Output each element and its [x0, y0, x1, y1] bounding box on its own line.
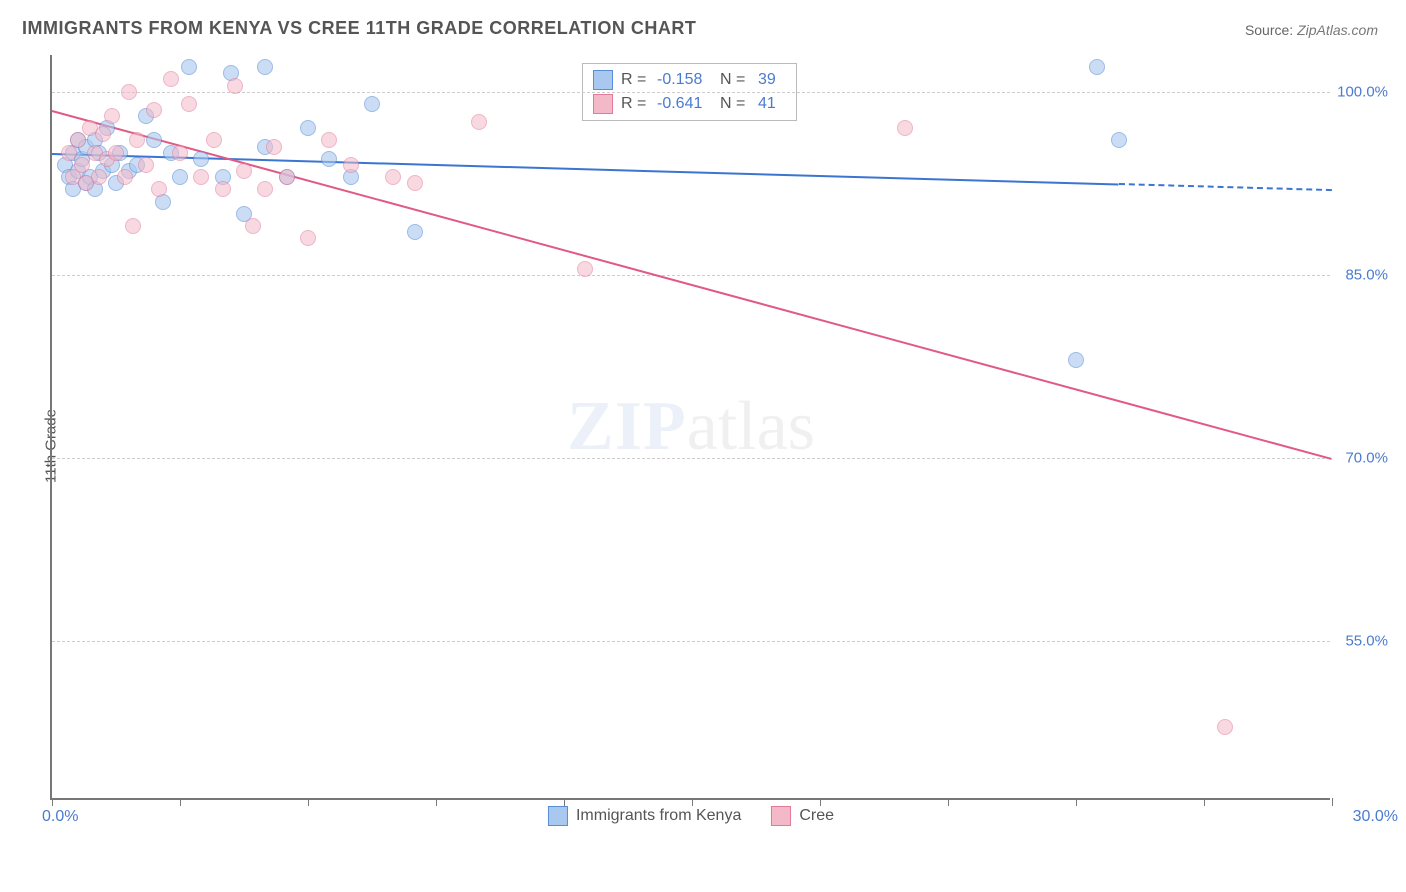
x-tick [948, 798, 949, 806]
data-point [108, 145, 124, 161]
trend-line [1119, 183, 1332, 191]
x-tick [1204, 798, 1205, 806]
data-point [117, 169, 133, 185]
x-tick [1332, 798, 1333, 806]
data-point [193, 169, 209, 185]
data-point [236, 163, 252, 179]
data-point [300, 230, 316, 246]
data-point [1068, 352, 1084, 368]
data-point [279, 169, 295, 185]
legend-swatch [548, 806, 568, 826]
series-legend: Immigrants from Kenya Cree [548, 806, 834, 826]
data-point [897, 120, 913, 136]
data-point [257, 181, 273, 197]
trend-line [52, 153, 1119, 186]
data-point [70, 132, 86, 148]
data-point [1111, 132, 1127, 148]
data-point [206, 132, 222, 148]
watermark-zip: ZIP [567, 388, 687, 465]
series-legend-item: Immigrants from Kenya [548, 806, 741, 826]
data-point [163, 71, 179, 87]
data-point [104, 108, 120, 124]
source-value: ZipAtlas.com [1297, 22, 1378, 38]
data-point [215, 181, 231, 197]
chart-container: IMMIGRANTS FROM KENYA VS CREE 11TH GRADE… [0, 0, 1406, 892]
legend-swatch [771, 806, 791, 826]
data-point [138, 157, 154, 173]
r-label: R = [621, 71, 649, 89]
legend-swatch [593, 94, 613, 114]
x-tick [564, 798, 565, 806]
series-label: Cree [799, 807, 834, 825]
gridline [52, 641, 1330, 642]
r-value: -0.158 [657, 71, 712, 89]
data-point [1217, 719, 1233, 735]
data-point [151, 181, 167, 197]
data-point [125, 218, 141, 234]
data-point [181, 59, 197, 75]
plot-area: ZIPatlas R =-0.158N =39R =-0.641N =41 Im… [50, 55, 1330, 800]
x-tick [180, 798, 181, 806]
legend-stat-row: R = -0.158 N = 39 [593, 68, 786, 92]
data-point [74, 157, 90, 173]
r-value: -0.641 [657, 95, 712, 113]
x-tick [52, 798, 53, 806]
data-point [385, 169, 401, 185]
data-point [121, 84, 137, 100]
n-label: N = [720, 95, 750, 113]
data-point [172, 145, 188, 161]
source-label: Source: [1245, 22, 1293, 38]
data-point [146, 102, 162, 118]
data-point [300, 120, 316, 136]
y-tick-label: 55.0% [1333, 633, 1388, 650]
data-point [407, 224, 423, 240]
y-tick-label: 70.0% [1333, 450, 1388, 467]
r-label: R = [621, 95, 649, 113]
n-label: N = [720, 71, 750, 89]
data-point [146, 132, 162, 148]
gridline [52, 275, 1330, 276]
data-point [91, 169, 107, 185]
x-tick [692, 798, 693, 806]
gridline [52, 458, 1330, 459]
series-legend-item: Cree [771, 806, 834, 826]
data-point [193, 151, 209, 167]
series-label: Immigrants from Kenya [576, 807, 741, 825]
data-point [181, 96, 197, 112]
data-point [266, 139, 282, 155]
data-point [227, 78, 243, 94]
data-point [343, 157, 359, 173]
x-tick [820, 798, 821, 806]
n-value: 39 [758, 71, 786, 89]
data-point [321, 151, 337, 167]
x-tick [308, 798, 309, 806]
data-point [321, 132, 337, 148]
x-axis-min-label: 0.0% [42, 808, 78, 826]
data-point [577, 261, 593, 277]
legend-stat-row: R = -0.641 N = 41 [593, 92, 786, 116]
watermark: ZIPatlas [567, 387, 815, 467]
data-point [257, 59, 273, 75]
y-tick-label: 100.0% [1333, 83, 1388, 100]
x-tick [436, 798, 437, 806]
x-tick [1076, 798, 1077, 806]
data-point [364, 96, 380, 112]
data-point [129, 132, 145, 148]
chart-title: IMMIGRANTS FROM KENYA VS CREE 11TH GRADE… [22, 18, 696, 39]
data-point [407, 175, 423, 191]
y-tick-label: 85.0% [1333, 266, 1388, 283]
gridline [52, 92, 1330, 93]
data-point [245, 218, 261, 234]
data-point [471, 114, 487, 130]
data-point [95, 126, 111, 142]
data-point [1089, 59, 1105, 75]
x-axis-max-label: 30.0% [1353, 808, 1398, 826]
legend-swatch [593, 70, 613, 90]
data-point [172, 169, 188, 185]
watermark-atlas: atlas [687, 388, 815, 465]
n-value: 41 [758, 95, 786, 113]
source-attribution: Source: ZipAtlas.com [1245, 22, 1378, 38]
